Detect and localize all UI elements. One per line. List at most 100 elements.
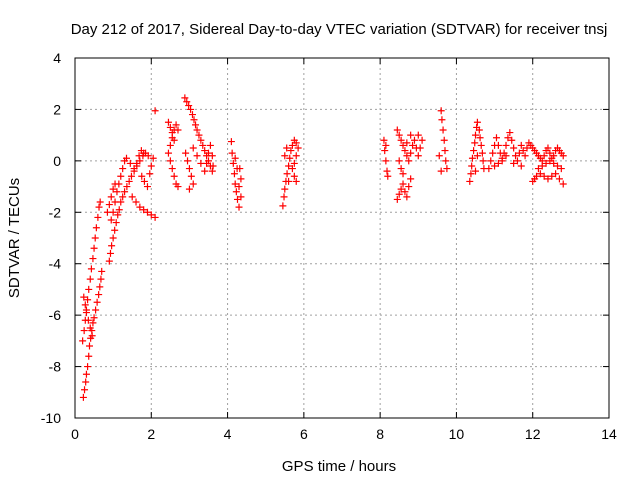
chart-title: Day 212 of 2017, Sidereal Day-to-day VTE…: [71, 21, 608, 38]
y-tick-label: -8: [49, 359, 62, 375]
data-point: [126, 159, 134, 167]
x-tick-label: 14: [601, 426, 617, 442]
y-axis-title: SDTVAR / TECUs: [6, 178, 23, 298]
data-point: [98, 267, 106, 275]
data-point: [485, 165, 493, 173]
data-point: [123, 183, 131, 191]
data-point: [109, 234, 117, 242]
y-tick-labels: -10 -8 -6 -4 -2 0 2 4: [41, 50, 61, 426]
data-point: [237, 193, 245, 201]
data-point: [498, 154, 506, 162]
data-point: [121, 188, 129, 196]
data-point: [517, 141, 525, 149]
data-point: [280, 193, 288, 201]
data-point: [395, 190, 403, 198]
data-point: [292, 177, 300, 185]
data-point: [285, 162, 293, 170]
data-point: [477, 141, 485, 149]
data-point: [188, 111, 196, 119]
data-point: [85, 285, 93, 293]
data-point: [85, 352, 93, 360]
x-tick-label: 2: [147, 426, 155, 442]
data-point: [479, 157, 487, 165]
data-point: [82, 370, 90, 378]
data-point: [513, 157, 521, 165]
data-point: [381, 147, 389, 155]
data-point: [181, 94, 189, 102]
data-point: [550, 152, 558, 160]
data-point: [552, 170, 560, 178]
data-point: [519, 147, 527, 155]
data-point: [403, 152, 411, 160]
data-point: [106, 249, 114, 257]
data-point: [115, 206, 123, 214]
data-point: [132, 198, 140, 206]
data-point: [183, 98, 191, 106]
data-point: [127, 172, 135, 180]
data-point: [559, 180, 567, 188]
data-point: [114, 211, 122, 219]
data-point: [380, 136, 388, 144]
data-point: [205, 149, 212, 157]
data-point: [90, 314, 98, 322]
data-point: [540, 152, 548, 160]
data-point: [199, 141, 207, 149]
data-point: [192, 121, 200, 129]
data-point: [87, 265, 95, 273]
data-point: [201, 167, 209, 175]
data-point: [130, 165, 138, 173]
data-point: [112, 219, 120, 227]
data-point: [80, 293, 88, 301]
y-tick-label: -4: [49, 256, 62, 272]
data-point: [140, 149, 148, 157]
data-point: [508, 136, 516, 144]
data-point: [189, 144, 197, 152]
data-point: [502, 152, 510, 160]
data-point: [403, 193, 411, 201]
data-point: [410, 136, 418, 144]
data-point: [109, 185, 117, 193]
data-point: [544, 144, 552, 152]
data-point: [473, 152, 481, 160]
data-point: [84, 316, 92, 324]
data-point: [193, 126, 201, 134]
data-point: [166, 141, 174, 149]
data-point: [443, 165, 451, 173]
data-point: [510, 159, 518, 167]
data-points: [79, 94, 567, 401]
data-point: [144, 152, 152, 160]
data-point: [382, 157, 390, 165]
data-point: [82, 378, 90, 386]
data-point: [185, 185, 193, 193]
data-point: [468, 162, 476, 170]
data-point: [489, 149, 497, 157]
data-point: [105, 257, 113, 265]
data-point: [395, 131, 403, 139]
data-point: [521, 152, 529, 160]
data-point: [193, 152, 201, 160]
data-point: [279, 202, 287, 210]
data-point: [397, 165, 405, 173]
data-point: [442, 157, 450, 165]
data-point: [227, 138, 235, 146]
data-point: [439, 126, 447, 134]
data-point: [138, 172, 146, 180]
axis-ticks: [74, 57, 610, 419]
x-tick-label: 10: [449, 426, 465, 442]
data-point: [79, 393, 87, 401]
data-point: [399, 170, 407, 178]
data-point: [86, 275, 94, 283]
data-point: [401, 188, 409, 196]
data-point: [119, 165, 127, 173]
data-point: [125, 177, 133, 185]
data-point: [113, 188, 121, 196]
data-point: [184, 157, 192, 165]
data-point: [82, 309, 90, 317]
data-point: [164, 149, 172, 157]
data-point: [235, 183, 243, 191]
data-point: [105, 201, 113, 209]
data-point: [147, 162, 155, 170]
data-point: [546, 149, 554, 157]
data-point: [92, 306, 100, 314]
